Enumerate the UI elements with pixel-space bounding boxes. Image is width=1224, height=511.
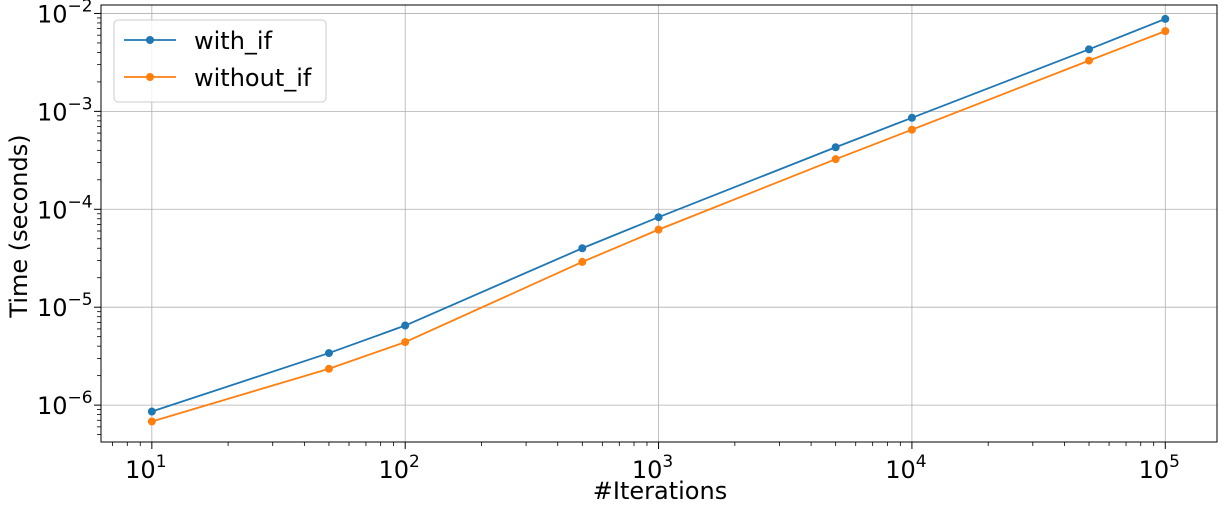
plot-frame bbox=[100, 4, 1218, 443]
y-tick-base: 10 bbox=[37, 0, 68, 28]
y-tick-exponent: −6 bbox=[68, 388, 93, 408]
series bbox=[147, 14, 1170, 426]
x-tick-exponent: 3 bbox=[662, 452, 673, 472]
series-with-if bbox=[147, 14, 1170, 416]
data-point-without-if bbox=[831, 155, 840, 164]
data-point-without-if bbox=[1161, 27, 1170, 36]
data-point-without-if bbox=[1085, 56, 1094, 65]
x-tick-label: 103 bbox=[632, 452, 673, 484]
x-tick-base: 10 bbox=[1139, 456, 1170, 484]
y-tick-label: 10−5 bbox=[37, 290, 93, 322]
y-tick-base: 10 bbox=[37, 294, 68, 322]
x-tick-exponent: 4 bbox=[916, 452, 927, 472]
data-point-with-if bbox=[324, 349, 333, 358]
data-point-without-if bbox=[578, 257, 587, 266]
legend-label-without-if: without_if bbox=[194, 64, 312, 92]
data-point-with-if bbox=[578, 244, 587, 253]
y-tick-base: 10 bbox=[37, 196, 68, 224]
y-tick-exponent: −4 bbox=[68, 192, 93, 212]
x-tick-label: 101 bbox=[125, 452, 166, 484]
y-tick-label: 10−2 bbox=[37, 0, 93, 28]
data-point-without-if bbox=[324, 364, 333, 373]
y-tick-labels: 10−610−510−410−310−2 bbox=[37, 0, 93, 420]
data-point-with-if bbox=[907, 113, 916, 122]
x-tick-base: 10 bbox=[885, 456, 916, 484]
x-tick-exponent: 5 bbox=[1169, 452, 1180, 472]
y-tick-exponent: −3 bbox=[68, 94, 93, 114]
major-ticks bbox=[94, 12, 1166, 449]
x-tick-base: 10 bbox=[379, 456, 410, 484]
data-point-with-if bbox=[654, 213, 663, 222]
data-point-without-if bbox=[401, 338, 410, 347]
y-tick-exponent: −2 bbox=[68, 0, 93, 16]
x-tick-base: 10 bbox=[632, 456, 663, 484]
minor-ticks bbox=[97, 17, 1155, 446]
legend-marker-with-if bbox=[146, 36, 154, 44]
y-tick-base: 10 bbox=[37, 392, 68, 420]
y-tick-exponent: −5 bbox=[68, 290, 93, 310]
data-point-with-if bbox=[401, 321, 410, 330]
data-point-without-if bbox=[654, 225, 663, 234]
legend-marker-without-if bbox=[146, 73, 154, 81]
legend-label-with-if: with_if bbox=[194, 27, 273, 55]
series-without-if bbox=[147, 27, 1170, 426]
y-tick-base: 10 bbox=[37, 98, 68, 126]
x-tick-label: 104 bbox=[885, 452, 926, 484]
x-tick-exponent: 2 bbox=[409, 452, 420, 472]
y-axis-title: Time (seconds) bbox=[5, 134, 33, 318]
data-point-with-if bbox=[147, 407, 156, 416]
data-point-with-if bbox=[831, 143, 840, 152]
x-tick-exponent: 1 bbox=[156, 452, 167, 472]
x-tick-base: 10 bbox=[125, 456, 156, 484]
data-point-without-if bbox=[907, 125, 916, 134]
x-tick-label: 105 bbox=[1139, 452, 1180, 484]
y-tick-label: 10−4 bbox=[37, 192, 93, 224]
data-point-with-if bbox=[1161, 14, 1170, 23]
x-tick-labels: 101 102 103 104 105 bbox=[125, 452, 1180, 484]
data-point-with-if bbox=[1085, 45, 1094, 54]
x-axis-title: #Iterations bbox=[593, 477, 727, 505]
x-tick-label: 102 bbox=[379, 452, 420, 484]
data-point-without-if bbox=[147, 417, 156, 426]
y-tick-label: 10−3 bbox=[37, 94, 93, 126]
y-tick-label: 10−6 bbox=[37, 388, 93, 420]
legend: with_if without_if bbox=[113, 19, 327, 103]
grid bbox=[101, 5, 1217, 442]
